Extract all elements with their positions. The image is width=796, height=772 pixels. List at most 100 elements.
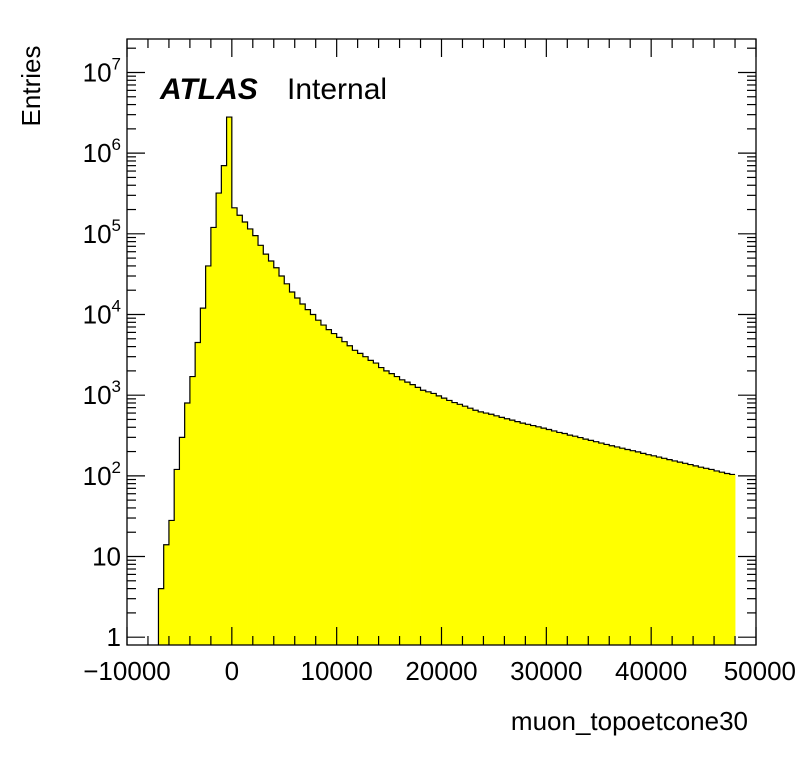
histogram-bar xyxy=(289,292,296,645)
histogram-bar xyxy=(598,443,605,645)
histogram-bar xyxy=(415,387,421,645)
histogram-bar xyxy=(394,376,400,645)
histogram-bar xyxy=(661,458,668,645)
histogram-bar xyxy=(258,245,264,645)
histogram-bar xyxy=(174,469,180,645)
y-tick-label: 103 xyxy=(83,377,121,410)
axis-ticks xyxy=(126,39,757,645)
y-tick-label: 107 xyxy=(83,54,121,87)
histogram-bar xyxy=(572,436,579,645)
histogram-bar xyxy=(703,468,710,645)
histogram-bar xyxy=(326,329,332,645)
histogram-bar xyxy=(562,433,568,645)
histogram-bar xyxy=(368,360,374,645)
histogram-bar xyxy=(310,314,317,645)
y-tick-label: 102 xyxy=(83,458,121,491)
histogram-bar xyxy=(693,465,699,645)
y-tick-label: 10 xyxy=(92,542,121,572)
histogram-bar xyxy=(483,413,490,645)
histogram-bar xyxy=(677,462,684,645)
histogram-bar xyxy=(499,417,505,645)
histogram-bar xyxy=(535,426,542,645)
histogram-bar xyxy=(451,402,458,645)
histogram-bar xyxy=(336,337,343,645)
histogram-bar xyxy=(216,193,222,645)
x-axis-title: muon_topoetcone30 xyxy=(511,706,748,736)
x-tick-label: 0 xyxy=(225,656,239,686)
histogram-bar xyxy=(383,370,390,645)
histogram-bar xyxy=(200,308,207,645)
histogram-bar xyxy=(493,415,500,645)
x-tick-label: 40000 xyxy=(615,656,687,686)
histogram-outline xyxy=(157,116,736,645)
histogram-bar xyxy=(635,451,642,645)
histogram-bar xyxy=(221,165,227,645)
histogram-bars xyxy=(157,116,736,646)
histogram-bar xyxy=(179,437,186,645)
histogram-bar xyxy=(263,254,269,645)
histogram-bar xyxy=(168,520,175,645)
histogram-bar xyxy=(624,449,631,645)
histogram-bar xyxy=(273,267,280,645)
histogram-bar xyxy=(609,445,615,645)
histogram-bar xyxy=(189,376,196,645)
histogram-bar xyxy=(698,467,704,645)
histogram-bar xyxy=(299,303,306,645)
histogram-bar xyxy=(567,435,573,645)
histogram-bar xyxy=(509,420,516,645)
histogram-bar xyxy=(420,390,427,645)
histogram-bar xyxy=(525,424,532,645)
histogram-bar xyxy=(530,425,537,645)
y-tick-label: 1 xyxy=(107,622,121,652)
histogram-bar xyxy=(425,391,432,645)
histogram-bar xyxy=(446,400,453,645)
histogram-bar xyxy=(378,367,385,645)
atlas-label: ATLAS xyxy=(159,73,258,106)
histogram-bar xyxy=(315,320,322,645)
histogram-bar xyxy=(389,373,395,645)
histogram-bar xyxy=(231,207,238,645)
x-tick-label: 30000 xyxy=(510,656,582,686)
x-tick-label: 20000 xyxy=(405,656,477,686)
histogram-bar xyxy=(163,544,170,645)
histogram-bar xyxy=(252,235,259,645)
histogram-bar xyxy=(226,117,233,645)
histogram-bar xyxy=(546,429,552,645)
x-tick-labels: −10000 0 10000 20000 30000 40000 50000 xyxy=(83,656,796,686)
histogram-bar xyxy=(551,430,558,645)
histogram-bar xyxy=(724,473,731,645)
histogram-bar xyxy=(184,402,191,645)
histogram-bar xyxy=(514,421,521,645)
y-tick-label: 105 xyxy=(83,216,121,249)
y-tick-label: 104 xyxy=(83,296,121,329)
histogram-bar xyxy=(373,363,379,645)
histogram-bar xyxy=(640,453,647,645)
histogram-bar xyxy=(603,444,610,645)
histogram-bar xyxy=(237,215,243,646)
y-axis-title: Entries xyxy=(16,46,46,127)
histogram-bar xyxy=(504,418,511,645)
histogram-bar xyxy=(630,450,636,645)
histogram-bar xyxy=(719,472,725,645)
histogram-bar xyxy=(352,350,359,645)
histogram-bar xyxy=(305,309,311,645)
histogram-bar xyxy=(488,414,495,645)
histogram-bar xyxy=(441,398,448,645)
histogram-bar xyxy=(279,276,285,645)
histogram-bar xyxy=(399,379,406,645)
histogram-bar xyxy=(331,333,338,645)
histogram-bar xyxy=(583,439,589,645)
histogram-bar xyxy=(341,341,348,645)
x-tick-label: 10000 xyxy=(301,656,373,686)
y-tick-label: 106 xyxy=(83,135,121,168)
histogram-bar xyxy=(645,454,652,645)
histogram-bar xyxy=(195,342,201,645)
histogram-bar xyxy=(284,283,290,645)
histogram-bar xyxy=(478,411,484,645)
histogram-bar xyxy=(520,423,526,645)
histogram-bar xyxy=(294,298,301,645)
histogram-bar xyxy=(708,469,715,645)
histogram-bar xyxy=(457,404,463,645)
histogram-bar xyxy=(158,588,165,645)
